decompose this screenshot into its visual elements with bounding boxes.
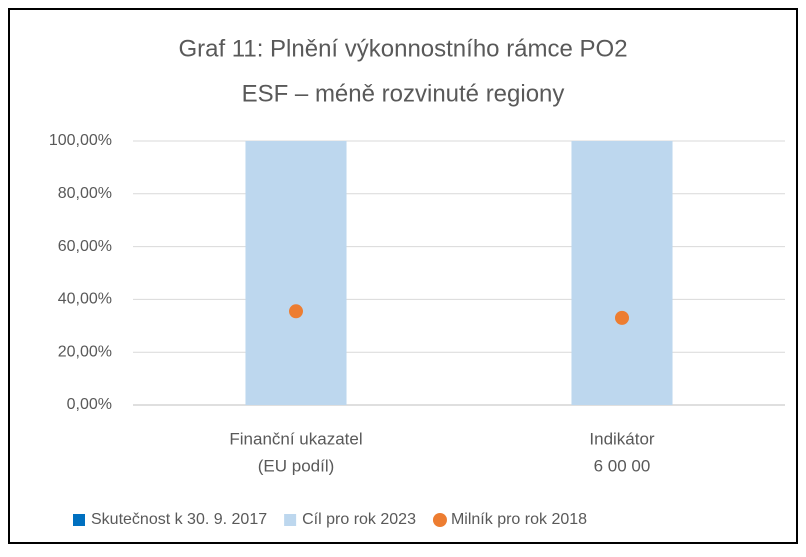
y-tick-label: 40,00%	[58, 291, 112, 308]
chart-title: Graf 11: Plnění výkonnostního rámce PO2	[178, 35, 627, 62]
legend-label: Cíl pro rok 2023	[302, 511, 416, 528]
x-tick-label: 6 00 00	[594, 456, 651, 475]
legend-label: Skutečnost k 30. 9. 2017	[91, 511, 267, 528]
x-tick-label: (EU podíl)	[258, 456, 335, 475]
marker	[289, 304, 303, 319]
y-tick-label: 20,00%	[58, 343, 112, 360]
legend-swatch	[284, 514, 297, 526]
x-tick-label: Indikátor	[589, 429, 655, 448]
chart-title: ESF – méně rozvinuté regiony	[242, 80, 565, 107]
bar	[245, 141, 347, 405]
legend-marker	[432, 513, 447, 527]
x-tick-label: Finanční ukazatel	[229, 429, 362, 448]
marker	[615, 310, 629, 325]
legend-swatch	[73, 514, 85, 526]
y-tick-label: 80,00%	[58, 185, 112, 202]
bar	[571, 141, 673, 405]
y-tick-label: 100,00%	[49, 132, 112, 149]
y-tick-label: 60,00%	[58, 238, 112, 255]
legend-label: Milník pro rok 2018	[451, 511, 587, 528]
y-tick-label: 0,00%	[67, 396, 112, 413]
